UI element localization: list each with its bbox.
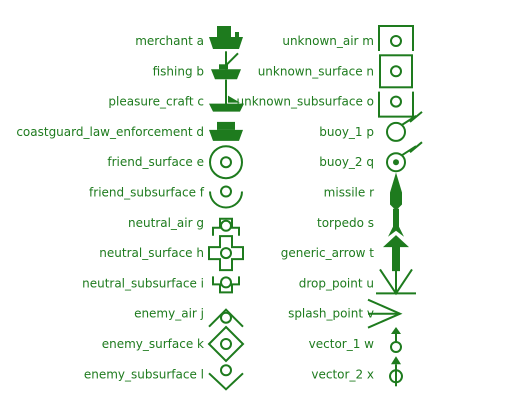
- label-friend-surface: friend_surface e: [107, 155, 204, 169]
- label-buoy-2: buoy_2 q: [319, 155, 374, 169]
- label-coastguard: coastguard_law_enforcement d: [16, 125, 204, 139]
- unknown-subsurface-icon: [378, 91, 414, 118]
- unknown-surface-icon: [379, 54, 413, 89]
- label-missile: missile r: [324, 186, 374, 200]
- left-column-labels: merchant a fishing b pleasure_craft c coast…: [16, 34, 204, 381]
- splash-point-icon: [367, 298, 403, 329]
- friend-subsurface-icon: [209, 185, 243, 209]
- vector-1-icon: [390, 327, 402, 353]
- pleasure-craft-icon: [209, 79, 244, 112]
- symbol-icons: [207, 25, 423, 391]
- enemy-air-icon: [208, 308, 244, 328]
- merchant-icon: [209, 26, 243, 49]
- label-splash-point: splash_point v: [288, 307, 374, 321]
- label-enemy-subsurface: enemy_subsurface l: [84, 367, 204, 381]
- label-friend-subsurface: friend_subsurface f: [89, 186, 205, 200]
- unknown-air-icon: [378, 25, 414, 51]
- label-enemy-air: enemy_air j: [134, 307, 204, 321]
- neutral-air-icon: [212, 217, 240, 236]
- vector-2-icon: [389, 356, 403, 387]
- friend-surface-icon: [209, 145, 243, 180]
- buoy-1-icon: [386, 111, 423, 142]
- label-pleasure-craft: pleasure_craft c: [108, 95, 204, 109]
- torpedo-icon: [388, 208, 404, 237]
- generic-arrow-icon: [383, 235, 409, 272]
- neutral-subsurface-icon: [212, 276, 240, 294]
- missile-icon: [390, 172, 402, 211]
- label-fishing: fishing b: [153, 64, 204, 78]
- label-unknown-surface: unknown_surface n: [258, 64, 374, 78]
- label-torpedo: torpedo s: [317, 216, 374, 230]
- buoy-2-icon: [386, 141, 423, 173]
- coastguard-icon: [209, 121, 243, 141]
- label-unknown-subsurface: unknown_subsurface o: [236, 95, 374, 109]
- label-neutral-surface: neutral_surface h: [99, 246, 204, 260]
- label-enemy-surface: enemy_surface k: [102, 337, 204, 351]
- neutral-surface-icon: [208, 235, 244, 272]
- label-neutral-subsurface: neutral_subsurface i: [82, 276, 204, 290]
- right-column-labels: unknown_air m unknown_surface n unknown_su…: [236, 34, 374, 381]
- label-merchant: merchant a: [135, 34, 204, 48]
- label-drop-point: drop_point u: [299, 276, 374, 290]
- label-generic-arrow: generic_arrow t: [281, 246, 375, 260]
- label-buoy-1: buoy_1 p: [319, 125, 374, 139]
- enemy-subsurface-icon: [208, 364, 244, 391]
- label-neutral-air: neutral_air g: [128, 216, 204, 230]
- label-unknown-air: unknown_air m: [282, 34, 374, 48]
- enemy-surface-icon: [207, 325, 245, 363]
- label-vector-2: vector_2 x: [311, 367, 374, 381]
- fishing-icon: [211, 51, 241, 80]
- label-vector-1: vector_1 w: [309, 337, 375, 351]
- drop-point-icon: [376, 268, 416, 296]
